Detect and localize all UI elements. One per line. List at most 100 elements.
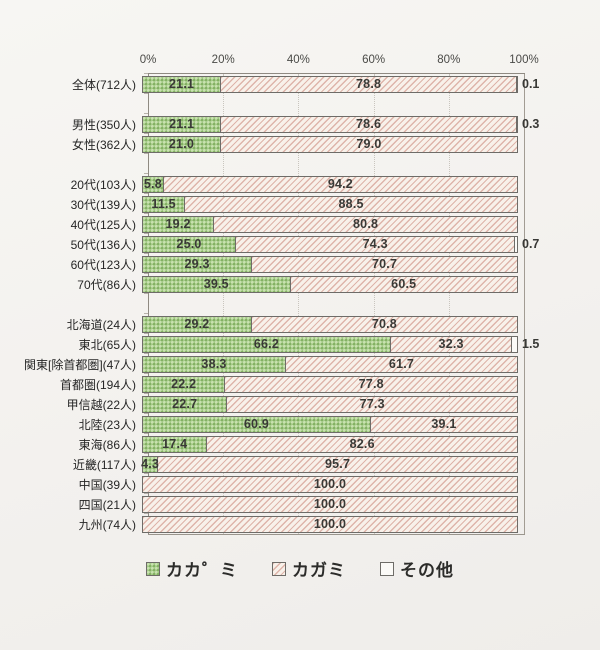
x-axis-line <box>148 73 525 74</box>
segment-other <box>512 335 518 353</box>
segment-kagami: 39.1 <box>370 415 518 433</box>
segment-kagami: 88.5 <box>185 195 518 213</box>
other-value-label: 0.7 <box>522 237 540 251</box>
bar-row: 70代(86人) 39.5 60.5 <box>0 273 600 294</box>
group-spacer <box>0 93 600 114</box>
value-label: 77.8 <box>358 377 384 391</box>
category-label: 甲信越(22人) <box>66 397 136 412</box>
value-label: 66.2 <box>253 337 280 351</box>
gridline <box>223 74 225 534</box>
segment-kakami: 19.2 <box>142 215 215 233</box>
bar-row: 60代(123人) 29.3 70.7 <box>0 253 600 274</box>
bar-track: 21.0 79.0 <box>142 135 518 153</box>
bar-row: 40代(125人) 19.2 80.8 <box>0 213 600 234</box>
category-label: 60代(123人) <box>70 257 136 272</box>
value-label: 19.2 <box>165 217 191 231</box>
value-label: 100.0 <box>313 517 347 531</box>
value-label: 22.2 <box>171 377 197 391</box>
value-label: 100.0 <box>313 477 347 491</box>
bar-row: 首都圏(194人) 22.2 77.8 <box>0 373 600 394</box>
gridline <box>448 74 450 534</box>
bar-track: 100.0 <box>142 475 518 493</box>
bar-track: 100.0 <box>142 495 518 513</box>
segment-kakami: 22.7 <box>142 395 228 413</box>
bar-track: 21.1 78.8 0.1 <box>142 75 539 93</box>
bar-row: 全体(712人) 21.1 78.8 0.1 <box>0 73 600 94</box>
segment-kakami: 39.5 <box>142 275 291 293</box>
bar-row: 男性(350人) 21.1 78.6 0.3 <box>0 113 600 134</box>
segment-kagami: 32.3 <box>390 335 513 353</box>
category-label: 全体(712人) <box>71 77 136 92</box>
value-label: 38.3 <box>201 357 227 371</box>
value-label: 32.3 <box>438 337 464 351</box>
segment-kakami: 11.5 <box>142 195 186 213</box>
bar-track: 4.3 95.7 <box>141 455 518 473</box>
bar-track: 66.2 32.3 1.5 <box>142 335 539 353</box>
segment-other <box>516 115 518 133</box>
category-label: 女性(362人) <box>71 137 136 152</box>
bar-row: 九州(74人) 100.0 <box>0 513 600 534</box>
legend-item-kakami: カカ゜ミ <box>146 556 238 581</box>
segment-kagami: 78.6 <box>221 115 517 133</box>
group-spacer <box>0 153 600 174</box>
value-label: 94.2 <box>327 177 353 191</box>
x-tick-label: 80% <box>437 54 461 66</box>
value-label: 79.0 <box>356 137 382 151</box>
bar-rows: 全体(712人) 21.1 78.8 0.1 男性(350人) 21.1 78.6 0.3 女性… <box>0 73 600 534</box>
category-label: 北海道(24人) <box>66 317 136 332</box>
x-axis-bottom-line <box>148 534 525 535</box>
value-label: 78.6 <box>356 117 382 131</box>
bar-row: 北陸(23人) 60.9 39.1 <box>0 413 600 434</box>
segment-kagami: 70.7 <box>252 255 518 273</box>
x-tick-label: 40% <box>286 54 310 66</box>
value-label: 82.6 <box>349 437 375 451</box>
value-label: 95.7 <box>325 457 351 471</box>
value-label: 29.3 <box>184 257 210 271</box>
segment-kagami: 60.5 <box>290 275 518 293</box>
value-label: 60.9 <box>243 417 270 431</box>
category-label: 50代(136人) <box>70 237 136 252</box>
value-label: 70.7 <box>372 257 398 271</box>
segment-kakami: 60.9 <box>142 415 371 433</box>
value-label: 22.7 <box>172 397 198 411</box>
category-label: 北陸(23人) <box>78 417 136 432</box>
category-label: 東北(65人) <box>78 337 136 352</box>
x-tick-label: 20% <box>211 54 235 66</box>
value-label: 21.0 <box>168 137 195 151</box>
segment-kagami: 82.6 <box>207 435 518 453</box>
segment-kagami: 94.2 <box>163 175 518 193</box>
segment-kakami: 38.3 <box>142 355 286 373</box>
segment-kakami: 66.2 <box>142 335 391 353</box>
segment-kagami: 70.8 <box>251 315 518 333</box>
value-label: 78.8 <box>356 77 382 91</box>
value-label: 21.1 <box>169 77 195 91</box>
category-label: 東海(86人) <box>78 437 136 452</box>
legend-item-sonota: その他 <box>380 556 454 581</box>
bar-row: 東海(86人) 17.4 82.6 <box>0 433 600 454</box>
category-label: 40代(125人) <box>70 217 136 232</box>
segment-kagami: 100.0 <box>142 515 518 533</box>
bar-row: 女性(362人) 21.0 79.0 <box>0 133 600 154</box>
category-label: 近畿(117人) <box>72 457 136 472</box>
value-label: 4.3 <box>141 457 160 471</box>
bar-track: 22.2 77.8 <box>142 375 518 393</box>
group-spacer <box>0 293 600 314</box>
value-label: 17.4 <box>162 437 188 451</box>
value-label: 11.5 <box>151 197 176 211</box>
value-label: 74.3 <box>362 237 388 251</box>
legend-swatch-sonota <box>380 561 394 576</box>
legend-item-kagami: カガミ <box>272 556 346 581</box>
category-label: 30代(139人) <box>70 197 136 212</box>
segment-kakami: 22.2 <box>142 375 226 393</box>
category-label: 男性(350人) <box>71 117 136 132</box>
segment-kagami: 77.3 <box>227 395 518 413</box>
x-tick-label: 60% <box>362 54 386 66</box>
segment-kakami: 25.0 <box>142 235 236 253</box>
x-tick-label: 100% <box>509 54 539 66</box>
legend: カカ゜ミ カガミ その他 <box>0 556 600 581</box>
bar-row: 甲信越(22人) 22.7 77.3 <box>0 393 600 414</box>
segment-kakami: 5.8 <box>142 175 164 193</box>
segment-kagami: 78.8 <box>221 75 517 93</box>
bar-track: 29.3 70.7 <box>142 255 518 273</box>
